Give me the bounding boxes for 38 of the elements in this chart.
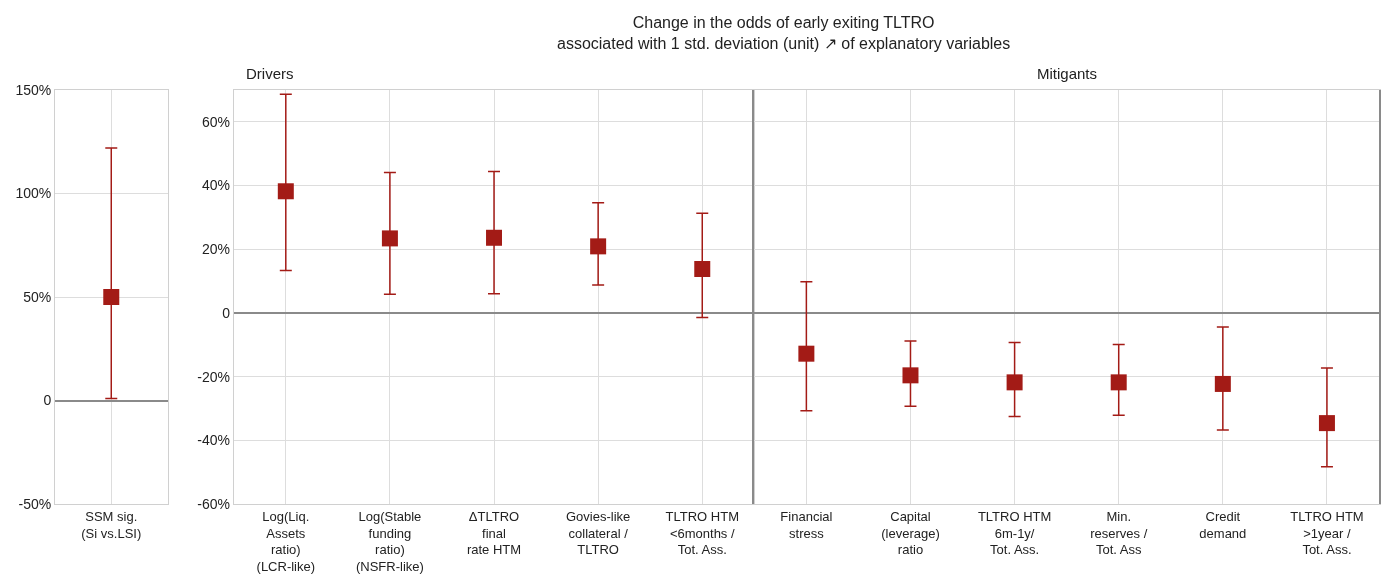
- y-tick-label: -60%: [197, 495, 230, 512]
- x-tick-label: TLTRO HTM <6months / Tot. Ass.: [665, 508, 739, 558]
- x-tick-label: Log(Liq. Assets ratio) (LCR-like): [256, 508, 316, 575]
- point: [277, 183, 294, 200]
- y-tick-label: 0: [43, 392, 52, 409]
- chart-title: Change in the odds of early exiting TLTRO associated with 1 std. deviation (unit) ↗ of explanatory variables: [557, 14, 1011, 52]
- y-tick-label: 150%: [15, 81, 52, 98]
- point: [1006, 374, 1023, 391]
- y-tick-label: -40%: [197, 432, 230, 449]
- point: [486, 229, 503, 246]
- text: Drivers: [246, 65, 294, 82]
- y-tick-label: -50%: [18, 495, 52, 512]
- x-tick-label: Log(Stable funding ratio) (NSFR-like): [355, 508, 424, 575]
- y-tick-label: -20%: [197, 368, 230, 385]
- y-tick-label: 100%: [15, 185, 52, 202]
- x-tick-label: Credit demand: [1199, 508, 1247, 541]
- point: [381, 230, 398, 247]
- point: [1318, 415, 1335, 432]
- point: [902, 367, 919, 384]
- x-tick-label: SSM sig. (Si vs.LSI): [81, 508, 142, 541]
- y-tick-label: 50%: [23, 288, 52, 305]
- x-tick-label: Min. reserves / Tot. Ass: [1090, 508, 1148, 558]
- x-tick-label: TLTRO HTM 6m-1y/ Tot. Ass.: [977, 508, 1052, 558]
- x-tick-label: Govies-like collateral / TLTRO: [565, 508, 631, 558]
- point: [1110, 374, 1127, 391]
- x-tick-label: ΔTLTRO final rate HTM: [466, 508, 522, 558]
- y-tick-label: 40%: [201, 177, 230, 194]
- x-tick-label: Financial stress: [780, 508, 833, 541]
- point: [798, 345, 815, 362]
- point: [590, 238, 607, 255]
- point: [1214, 375, 1231, 392]
- y-tick-label: 20%: [201, 241, 230, 258]
- y-tick-label: 60%: [201, 113, 230, 130]
- point: [694, 260, 711, 277]
- text: Mitigants: [1037, 65, 1098, 82]
- x-tick-label: TLTRO HTM >1year / Tot. Ass.: [1290, 508, 1364, 558]
- x-tick-label: Capital (leverage) ratio: [881, 508, 940, 558]
- y-tick-label: 0: [222, 304, 231, 321]
